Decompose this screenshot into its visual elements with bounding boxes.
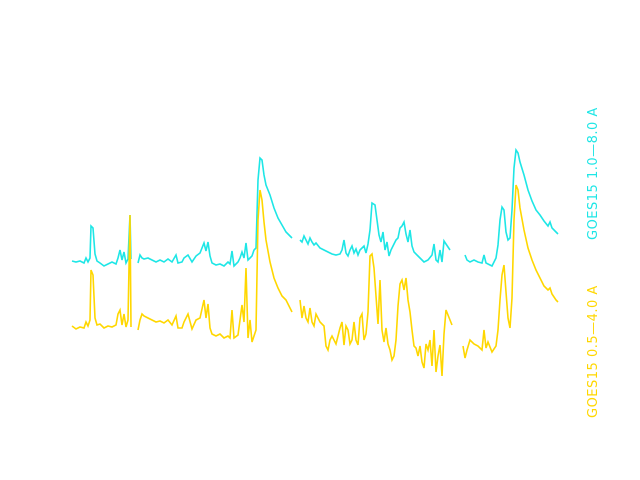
legend-goes15-long: GOES15 1.0—8.0 A bbox=[586, 107, 601, 240]
series-segment bbox=[299, 252, 453, 377]
series-segment bbox=[464, 147, 559, 268]
series-segment bbox=[299, 201, 451, 264]
series-layer bbox=[71, 147, 559, 377]
series-goes15-short bbox=[71, 184, 559, 377]
series-segment bbox=[71, 214, 132, 267]
legend-goes15-short: GOES15 0.5—4.0 A bbox=[586, 285, 601, 418]
series-segment bbox=[137, 189, 293, 343]
series-segment bbox=[71, 214, 132, 330]
series-goes15-long bbox=[71, 147, 559, 268]
series-segment bbox=[137, 156, 293, 268]
series-segment bbox=[462, 184, 559, 359]
